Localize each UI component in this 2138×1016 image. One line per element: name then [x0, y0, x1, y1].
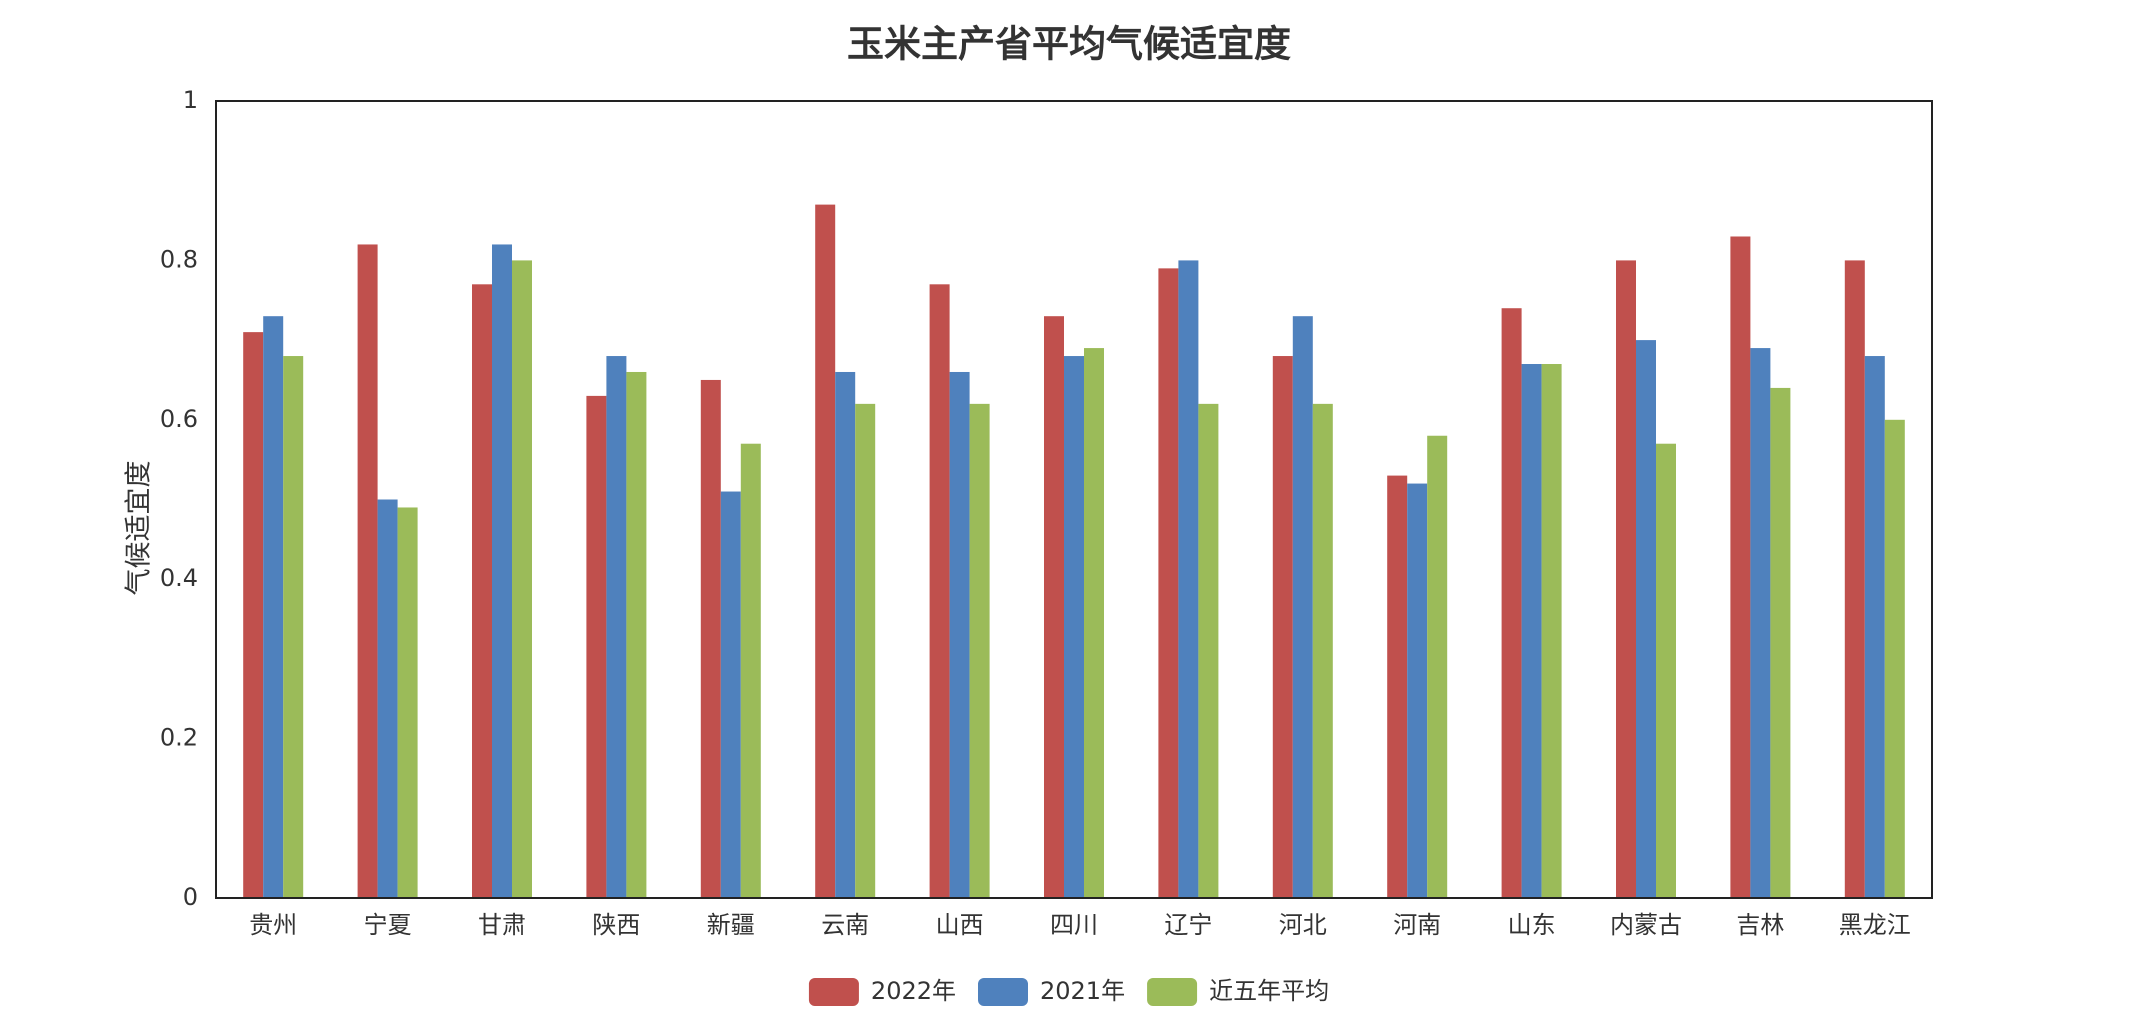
legend-item[interactable]: 近五年平均 — [1147, 977, 1329, 1006]
bar-2022年-甘肃 — [472, 284, 492, 898]
bar-近五年平均-内蒙古 — [1656, 443, 1676, 898]
x-axis-ticks: 贵州 宁夏 甘肃 陕西 新疆 云南 山西 四川 辽宁 河北 河南 山东 内蒙古 吉林 黑龙江 — [249, 911, 1911, 939]
legend-item[interactable]: 2022年 — [808, 977, 956, 1006]
legend-label: 2022年 — [871, 977, 956, 1005]
bar-2022年-贵州 — [243, 332, 264, 898]
plot-frame — [215, 100, 1933, 899]
x-tick-label: 吉林 — [1736, 911, 1784, 939]
y-tick-label: 0.8 — [160, 245, 198, 273]
bar-2021年-山西 — [949, 371, 970, 899]
bar-2021年-云南 — [835, 371, 856, 899]
bar-2021年-山东 — [1521, 364, 1542, 898]
legend-swatch — [978, 978, 1028, 1006]
x-tick-label: 辽宁 — [1164, 911, 1212, 939]
y-axis-label: 气候适宜度 — [124, 461, 155, 596]
legend-label: 2021年 — [1040, 977, 1125, 1005]
x-tick-label: 宁夏 — [364, 911, 412, 939]
x-tick-label: 贵州 — [249, 911, 297, 939]
x-tick-label: 云南 — [821, 911, 869, 939]
bar-2021年-宁夏 — [377, 499, 398, 898]
bar-2021年-四川 — [1064, 356, 1084, 898]
legend-swatch — [1147, 978, 1198, 1006]
x-tick-label: 河北 — [1279, 911, 1327, 939]
x-tick-label: 山西 — [936, 911, 984, 939]
bar-2022年-河南 — [1387, 475, 1408, 898]
bar-近五年平均-辽宁 — [1198, 403, 1219, 898]
bar-2022年-四川 — [1044, 316, 1064, 898]
bar-2021年-辽宁 — [1178, 260, 1199, 898]
legend: 2022年 2021年 近五年平均 — [808, 977, 1329, 1006]
bar-2022年-辽宁 — [1158, 268, 1179, 898]
x-tick-label: 内蒙古 — [1610, 911, 1682, 939]
bar-近五年平均-河南 — [1427, 435, 1448, 898]
bar-2021年-甘肃 — [492, 244, 512, 898]
bar-2022年-宁夏 — [357, 244, 378, 898]
bar-2022年-新疆 — [700, 379, 721, 898]
y-tick-label: 0.2 — [160, 724, 198, 752]
bar-近五年平均-宁夏 — [397, 507, 418, 898]
bar-近五年平均-吉林 — [1770, 387, 1791, 898]
bar-2021年-黑龙江 — [1864, 356, 1885, 898]
bar-近五年平均-黑龙江 — [1884, 419, 1905, 898]
x-tick-label: 四川 — [1050, 911, 1098, 939]
x-tick-label: 甘肃 — [478, 911, 526, 939]
legend-label: 近五年平均 — [1209, 977, 1329, 1005]
bar-近五年平均-陕西 — [626, 371, 647, 899]
bar-2021年-贵州 — [263, 316, 284, 898]
bar-近五年平均-河北 — [1312, 403, 1333, 898]
y-tick-label: 0.4 — [160, 564, 198, 592]
bar-2022年-黑龙江 — [1844, 260, 1865, 898]
bar-2022年-陕西 — [586, 395, 607, 898]
bar-近五年平均-甘肃 — [512, 260, 532, 898]
bar-2022年-云南 — [815, 204, 836, 899]
bar-2022年-山东 — [1501, 308, 1522, 899]
bar-2021年-陕西 — [606, 356, 627, 898]
bar-2021年-河南 — [1407, 483, 1428, 898]
bar-2022年-山西 — [929, 284, 950, 898]
bar-2022年-河北 — [1272, 356, 1293, 898]
x-tick-label: 陕西 — [592, 911, 640, 939]
chart-title: 玉米主产省平均气候适宜度 — [847, 23, 1291, 66]
x-tick-label: 山东 — [1508, 911, 1556, 939]
bar-2021年-吉林 — [1750, 348, 1771, 898]
bar-近五年平均-山西 — [969, 403, 990, 898]
plot-area — [243, 204, 1905, 899]
bar-近五年平均-四川 — [1084, 348, 1104, 898]
x-tick-label: 河南 — [1393, 911, 1441, 939]
y-axis-ticks: 0 0.2 0.4 0.6 0.8 1 — [160, 86, 198, 911]
bar-2022年-吉林 — [1730, 236, 1751, 899]
y-tick-label: 0.6 — [160, 405, 198, 433]
bar-2021年-内蒙古 — [1636, 340, 1656, 899]
x-tick-label: 新疆 — [707, 911, 755, 939]
bar-近五年平均-新疆 — [740, 443, 761, 898]
bar-2022年-内蒙古 — [1616, 260, 1636, 898]
y-tick-label: 1 — [183, 86, 198, 114]
bar-近五年平均-云南 — [855, 403, 876, 898]
bar-2021年-新疆 — [720, 491, 741, 898]
y-tick-label: 0 — [183, 883, 198, 911]
bar-近五年平均-贵州 — [283, 356, 304, 898]
x-tick-label: 黑龙江 — [1839, 911, 1911, 939]
legend-item[interactable]: 2021年 — [978, 977, 1125, 1006]
legend-swatch — [808, 978, 859, 1006]
bar-近五年平均-山东 — [1541, 364, 1562, 898]
bar-2021年-河北 — [1292, 316, 1313, 898]
